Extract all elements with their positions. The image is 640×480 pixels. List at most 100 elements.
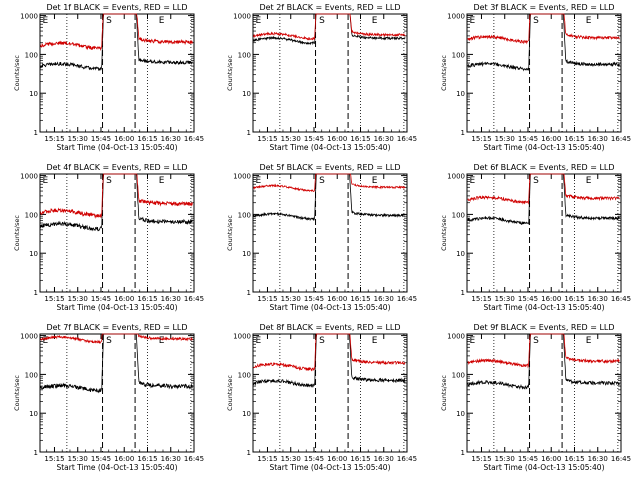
- y-tick-label: 10: [242, 250, 251, 258]
- y-tick-label: 10: [456, 90, 465, 98]
- x-tick-label: 15:30: [281, 455, 301, 463]
- x-tick-label: 15:30: [68, 295, 88, 303]
- x-tick-label: 15:30: [495, 295, 515, 303]
- plot-frame: [39, 173, 195, 293]
- marker-label-e: E: [372, 16, 378, 26]
- y-tick-label: 1: [34, 129, 38, 137]
- marker-label-s: S: [106, 16, 112, 26]
- plot-frame: [252, 333, 408, 453]
- series-line-lld: [40, 13, 193, 51]
- y-tick-label: 1000: [233, 13, 251, 21]
- y-tick-label: 1: [461, 449, 465, 457]
- y-axis-label: Counts/sec: [13, 215, 21, 251]
- x-tick-label: 15:15: [471, 135, 491, 143]
- x-tick-label: 16:45: [184, 455, 204, 463]
- x-tick-label: 15:30: [281, 135, 301, 143]
- y-tick-label: 10: [456, 250, 465, 258]
- x-tick-label: 16:30: [588, 135, 608, 143]
- marker-label-s: S: [106, 336, 112, 346]
- y-tick-label: 100: [25, 51, 38, 59]
- marker-label-s: S: [106, 176, 112, 186]
- y-axis-label: Counts/sec: [13, 55, 21, 91]
- series-line-events: [253, 173, 406, 222]
- x-tick-label: 16:30: [161, 455, 181, 463]
- marker-label-e: E: [470, 16, 476, 26]
- x-tick-label: 16:00: [541, 455, 561, 463]
- marker-label-e: E: [586, 176, 592, 186]
- x-tick-label: 16:15: [564, 455, 584, 463]
- series-line-events: [467, 13, 620, 72]
- plot-frame: [466, 173, 622, 293]
- series-line-lld: [40, 173, 193, 219]
- x-tick-label: 15:45: [304, 295, 324, 303]
- y-axis-label: Counts/sec: [440, 375, 448, 411]
- y-tick-label: 10: [29, 410, 38, 418]
- y-tick-label: 1: [247, 129, 251, 137]
- chart-panel-9: Det 9f BLACK = Events, RED = LLD 1 10 100 10…: [440, 323, 631, 472]
- x-tick-label: 15:15: [257, 455, 277, 463]
- y-tick-label: 100: [238, 371, 251, 379]
- x-axis-label: Start Time (04-Oct-13 15:05:40): [269, 303, 390, 312]
- x-tick-label: 16:30: [161, 295, 181, 303]
- x-tick-label: 16:00: [327, 135, 347, 143]
- y-tick-label: 10: [29, 90, 38, 98]
- marker-label-e: E: [43, 176, 49, 186]
- y-tick-label: 1: [34, 289, 38, 297]
- series-line-lld: [467, 13, 620, 45]
- x-tick-label: 15:15: [471, 455, 491, 463]
- marker-label-e: E: [256, 16, 262, 26]
- x-tick-label: 16:15: [564, 135, 584, 143]
- plot-frame: [39, 333, 195, 453]
- x-tick-label: 16:15: [137, 135, 157, 143]
- x-tick-label: 15:30: [68, 455, 88, 463]
- marker-label-s: S: [533, 336, 539, 346]
- x-tick-label: 15:15: [44, 135, 64, 143]
- x-tick-label: 16:15: [350, 295, 370, 303]
- y-tick-label: 100: [238, 211, 251, 219]
- x-tick-label: 16:15: [350, 455, 370, 463]
- chart-panel-4: Det 4f BLACK = Events, RED = LLD 1 10 100 10…: [13, 163, 204, 312]
- x-tick-label: 15:15: [44, 455, 64, 463]
- marker-label-e: E: [470, 336, 476, 346]
- y-tick-label: 10: [456, 410, 465, 418]
- x-tick-label: 16:45: [397, 295, 417, 303]
- x-tick-label: 15:30: [495, 135, 515, 143]
- x-tick-label: 16:30: [374, 295, 394, 303]
- chart-title: Det 9f BLACK = Events, RED = LLD: [473, 323, 614, 332]
- y-tick-label: 100: [452, 371, 465, 379]
- y-axis-label: Counts/sec: [226, 215, 234, 251]
- series-line-lld: [467, 333, 620, 369]
- plot-frame: [252, 13, 408, 133]
- marker-label-e: E: [43, 16, 49, 26]
- y-tick-label: 1000: [447, 333, 465, 341]
- x-tick-label: 15:45: [91, 455, 111, 463]
- marker-label-e: E: [256, 336, 262, 346]
- x-tick-label: 15:45: [518, 455, 538, 463]
- x-axis-label: Start Time (04-Oct-13 15:05:40): [56, 143, 177, 152]
- y-tick-label: 1000: [447, 173, 465, 181]
- x-tick-label: 15:15: [257, 135, 277, 143]
- marker-label-e: E: [256, 176, 262, 186]
- x-tick-label: 16:00: [114, 455, 134, 463]
- series-line-lld: [40, 333, 193, 345]
- y-tick-label: 1000: [20, 13, 38, 21]
- x-tick-label: 15:45: [304, 135, 324, 143]
- x-tick-label: 16:00: [541, 135, 561, 143]
- x-tick-label: 16:45: [611, 455, 631, 463]
- x-tick-label: 16:45: [611, 295, 631, 303]
- plot-frame: [466, 13, 622, 133]
- x-tick-label: 16:30: [374, 455, 394, 463]
- x-tick-label: 16:15: [350, 135, 370, 143]
- y-axis-label: Counts/sec: [440, 215, 448, 251]
- marker-label-e: E: [159, 176, 165, 186]
- x-tick-label: 15:45: [304, 455, 324, 463]
- series-line-lld: [253, 173, 406, 193]
- marker-label-s: S: [533, 176, 539, 186]
- x-axis-label: Start Time (04-Oct-13 15:05:40): [483, 463, 604, 472]
- series-line-events: [40, 333, 193, 394]
- chart-panel-3: Det 3f BLACK = Events, RED = LLD 1 10 100 10…: [440, 3, 631, 152]
- chart-title: Det 2f BLACK = Events, RED = LLD: [259, 3, 400, 12]
- chart-title: Det 1f BLACK = Events, RED = LLD: [46, 3, 187, 12]
- y-axis-label: Counts/sec: [226, 375, 234, 411]
